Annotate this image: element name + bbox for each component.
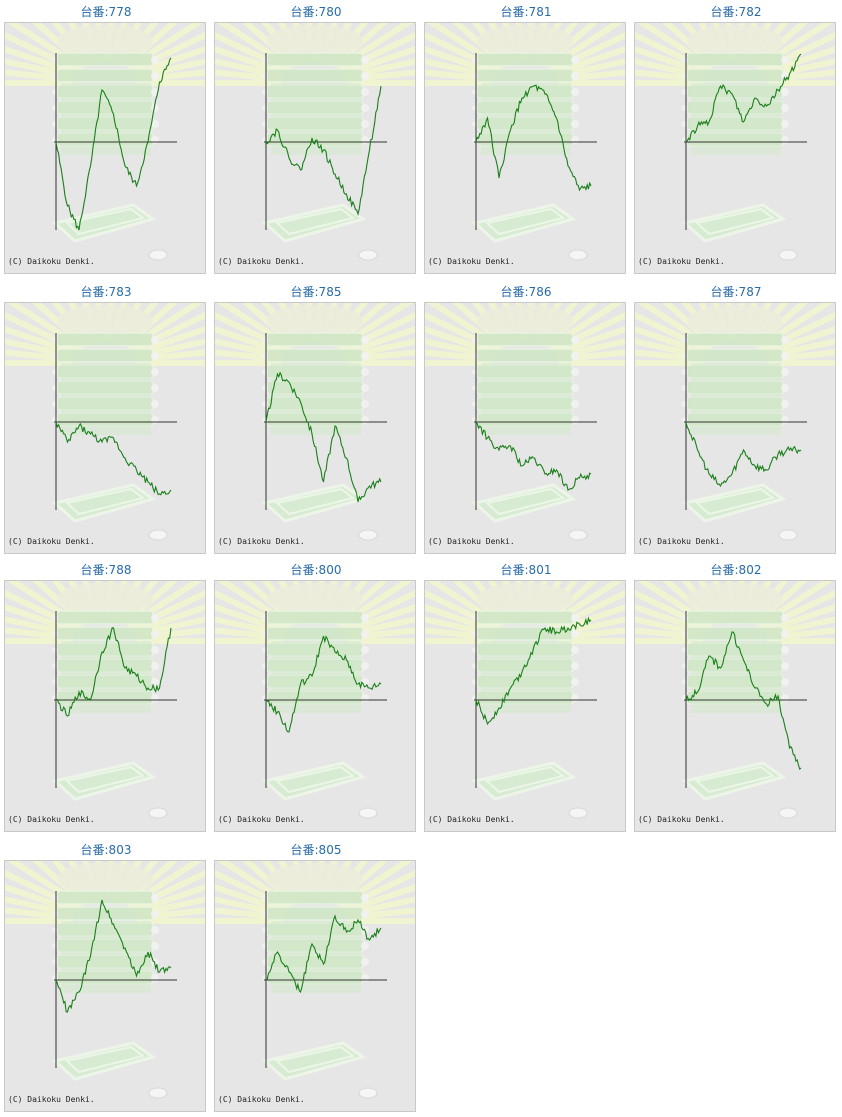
series-line	[265, 914, 382, 994]
copyright-text: (C) Daikoku Denki.	[8, 815, 95, 824]
chart-frame[interactable]: (C) Daikoku Denki.	[424, 302, 626, 554]
series-line	[265, 635, 382, 733]
series-line	[55, 57, 172, 231]
chart-frame[interactable]: (C) Daikoku Denki.	[4, 580, 206, 832]
chart-title[interactable]: 台番:805	[290, 843, 342, 857]
copyright-text: (C) Daikoku Denki.	[8, 1095, 95, 1104]
background-art	[215, 23, 415, 261]
chart-title[interactable]: 台番:785	[290, 285, 342, 299]
series-line	[685, 631, 802, 771]
chart-title[interactable]: 台番:786	[500, 285, 552, 299]
slump-chart	[635, 303, 835, 541]
background-art	[425, 23, 625, 261]
copyright-text: (C) Daikoku Denki.	[218, 257, 305, 266]
copyright-text: (C) Daikoku Denki.	[638, 257, 725, 266]
background-art	[5, 23, 205, 261]
slump-chart	[215, 861, 415, 1099]
series-line	[265, 371, 382, 503]
series-line	[475, 84, 592, 192]
slump-chart	[5, 23, 205, 261]
slump-chart	[425, 581, 625, 819]
background-art	[425, 581, 625, 819]
slump-chart	[425, 23, 625, 261]
chart-frame[interactable]: (C) Daikoku Denki.	[214, 580, 416, 832]
background-art	[5, 303, 205, 541]
chart-frame[interactable]: (C) Daikoku Denki.	[634, 302, 836, 554]
series-line	[55, 899, 172, 1013]
series-line	[685, 53, 802, 143]
background-art	[635, 23, 835, 261]
chart-title[interactable]: 台番:781	[500, 5, 552, 19]
background-art	[215, 303, 415, 541]
chart-title[interactable]: 台番:778	[80, 5, 132, 19]
slump-chart	[425, 303, 625, 541]
chart-frame[interactable]: (C) Daikoku Denki.	[634, 580, 836, 832]
chart-frame[interactable]: (C) Daikoku Denki.	[634, 22, 836, 274]
copyright-text: (C) Daikoku Denki.	[8, 537, 95, 546]
chart-title[interactable]: 台番:783	[80, 285, 132, 299]
chart-title[interactable]: 台番:800	[290, 563, 342, 577]
copyright-text: (C) Daikoku Denki.	[218, 1095, 305, 1104]
series-line	[475, 616, 592, 726]
slump-chart	[5, 861, 205, 1099]
series-line	[55, 627, 172, 717]
chart-frame[interactable]: (C) Daikoku Denki.	[214, 860, 416, 1112]
background-art	[425, 303, 625, 541]
slump-chart	[635, 581, 835, 819]
chart-frame[interactable]: (C) Daikoku Denki.	[4, 302, 206, 554]
chart-title[interactable]: 台番:802	[710, 563, 762, 577]
slump-chart	[635, 23, 835, 261]
series-line	[475, 421, 592, 491]
chart-title[interactable]: 台番:780	[290, 5, 342, 19]
slump-chart	[215, 581, 415, 819]
copyright-text: (C) Daikoku Denki.	[218, 537, 305, 546]
copyright-text: (C) Daikoku Denki.	[638, 815, 725, 824]
copyright-text: (C) Daikoku Denki.	[218, 815, 305, 824]
copyright-text: (C) Daikoku Denki.	[428, 537, 515, 546]
copyright-text: (C) Daikoku Denki.	[428, 815, 515, 824]
chart-title[interactable]: 台番:803	[80, 843, 132, 857]
copyright-text: (C) Daikoku Denki.	[428, 257, 515, 266]
chart-frame[interactable]: (C) Daikoku Denki.	[214, 302, 416, 554]
slump-chart	[5, 581, 205, 819]
background-art	[5, 581, 205, 819]
chart-title[interactable]: 台番:801	[500, 563, 552, 577]
slump-chart	[215, 303, 415, 541]
background-art	[5, 861, 205, 1099]
background-art	[215, 581, 415, 819]
series-line	[55, 421, 172, 496]
slump-chart	[5, 303, 205, 541]
background-art	[635, 581, 835, 819]
background-art	[215, 861, 415, 1099]
series-line	[265, 85, 382, 217]
copyright-text: (C) Daikoku Denki.	[8, 257, 95, 266]
series-line	[685, 421, 802, 488]
chart-frame[interactable]: (C) Daikoku Denki.	[4, 22, 206, 274]
chart-frame[interactable]: (C) Daikoku Denki.	[4, 860, 206, 1112]
copyright-text: (C) Daikoku Denki.	[638, 537, 725, 546]
slump-chart	[215, 23, 415, 261]
chart-title[interactable]: 台番:788	[80, 563, 132, 577]
chart-title[interactable]: 台番:787	[710, 285, 762, 299]
chart-title[interactable]: 台番:782	[710, 5, 762, 19]
chart-frame[interactable]: (C) Daikoku Denki.	[424, 22, 626, 274]
background-art	[635, 303, 835, 541]
chart-frame[interactable]: (C) Daikoku Denki.	[214, 22, 416, 274]
chart-frame[interactable]: (C) Daikoku Denki.	[424, 580, 626, 832]
